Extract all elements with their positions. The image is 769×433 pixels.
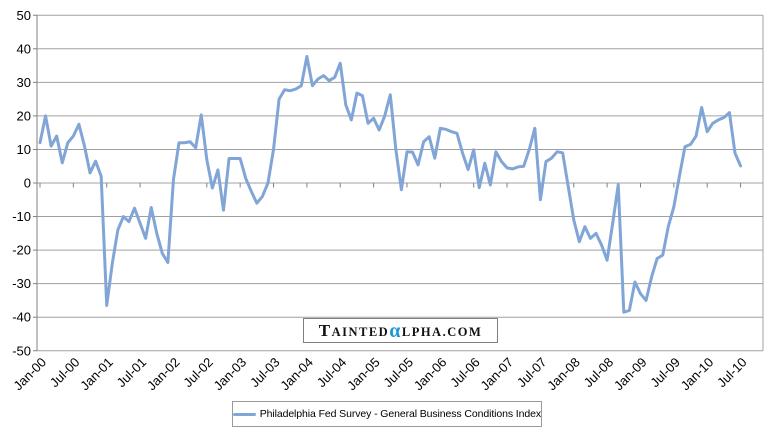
x-tick-label: Jul-10: [714, 355, 750, 391]
x-tick-label: Jan-06: [411, 355, 450, 394]
x-tick-label: Jul-09: [647, 355, 683, 391]
data-series: [38, 55, 743, 314]
legend: Philadelphia Fed Survey - General Busine…: [232, 401, 542, 427]
legend-line-sample: [233, 412, 256, 416]
x-axis-labels: Jan-00Jul-00Jan-01Jul-01Jan-02Jul-02Jan-…: [10, 355, 749, 394]
x-tick-label: Jul-05: [380, 355, 416, 391]
watermark-text: T: [318, 321, 332, 340]
y-tick-label: -10: [12, 209, 31, 224]
legend-label: Philadelphia Fed Survey - General Busine…: [259, 408, 541, 420]
y-tick-label: -20: [12, 243, 31, 258]
x-tick-label: Jul-07: [514, 355, 550, 391]
axes: [33, 14, 764, 352]
x-tick-label: Jul-00: [47, 355, 83, 391]
x-tick-label: Jul-02: [180, 355, 216, 391]
y-tick-label: 20: [17, 108, 31, 123]
x-tick-label: Jul-08: [581, 355, 617, 391]
x-tick-label: Jan-04: [277, 355, 316, 394]
x-tick-label: Jan-09: [611, 355, 650, 394]
watermark: T AINTED α LPHA.COM: [303, 318, 498, 343]
y-tick-label: 10: [17, 142, 31, 157]
watermark-text: AINTED: [331, 325, 390, 339]
x-tick-label: Jan-07: [477, 355, 516, 394]
x-tick-label: Jan-01: [77, 355, 116, 394]
series-line: [38, 55, 743, 314]
y-tick-label: -30: [12, 276, 31, 291]
x-tick-label: Jul-04: [314, 355, 350, 391]
x-tick-label: Jan-03: [211, 355, 250, 394]
y-tick-label: 30: [17, 75, 31, 90]
x-tick-label: Jan-10: [678, 355, 717, 394]
x-tick-label: Jan-00: [10, 355, 49, 394]
x-tick-label: Jul-06: [447, 355, 483, 391]
y-axis-labels: 50 40 30 20 10 0 -10 -20 -30 -40 -50: [12, 8, 31, 359]
watermark-text: LPHA.COM: [401, 325, 483, 339]
x-tick-label: Jan-05: [344, 355, 383, 394]
y-tick-label: -40: [12, 310, 31, 325]
x-tick-label: Jan-08: [544, 355, 583, 394]
y-tick-label: -50: [12, 343, 31, 358]
x-tick-label: Jul-03: [247, 355, 283, 391]
y-tick-label: 0: [24, 176, 31, 191]
watermark-alpha-glyph: α: [389, 320, 402, 342]
x-tick-label: Jan-02: [144, 355, 183, 394]
y-tick-label: 50: [17, 8, 31, 23]
x-tick-label: Jul-01: [114, 355, 150, 391]
y-tick-label: 40: [17, 41, 31, 56]
